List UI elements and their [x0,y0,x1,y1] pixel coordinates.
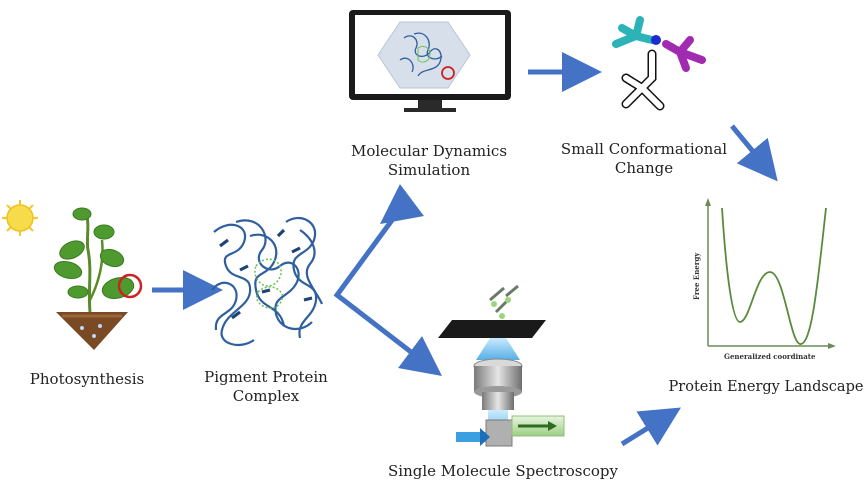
label-pigment-protein-line1: Pigment Protein [204,368,328,386]
label-sms-text: Single Molecule Spectroscopy [388,462,618,480]
arrow-sms-to-landscape [620,407,682,447]
plant-icon [53,207,143,350]
flow-arrows [152,52,778,447]
molecule-icon [612,16,706,111]
label-energy-landscape-text: Protein Energy Landscape [668,379,864,395]
label-small-conf-line2: Change [614,159,674,177]
label-small-conf-line1: Small Conformational [560,140,728,158]
energy-curve [721,207,827,345]
label-md-simulation-line1: Molecular Dynamics [350,142,508,160]
label-single-molecule-spectroscopy: Single Molecule Spectroscopy [380,462,626,481]
label-pigment-protein-line2: Complex [232,387,300,405]
arrow-branch [333,210,426,364]
monitor-icon [349,10,511,112]
label-photosynthesis: Photosynthesis [24,370,150,389]
y-axis-label: Free Energy [692,252,701,300]
arrow-conf-to-landscape [730,124,778,182]
label-small-conformational-change: Small Conformational Change [556,140,732,178]
label-pigment-protein: Pigment Protein Complex [196,368,336,406]
label-md-simulation-line2: Simulation [387,161,471,179]
label-protein-energy-landscape: Protein Energy Landscape [668,378,864,397]
x-axis-label: Generalized coordinate [724,352,816,361]
sun-icon [2,200,38,236]
label-photosynthesis-text: Photosynthesis [29,370,145,388]
protein-complex-icon [211,216,324,347]
energy-landscape-plot: Free Energy Generalized coordinate [692,198,836,361]
highlight-circle [117,273,143,299]
label-md-simulation: Molecular Dynamics Simulation [346,142,512,180]
microscope-icon [438,284,565,447]
highlight-circle [441,66,455,80]
